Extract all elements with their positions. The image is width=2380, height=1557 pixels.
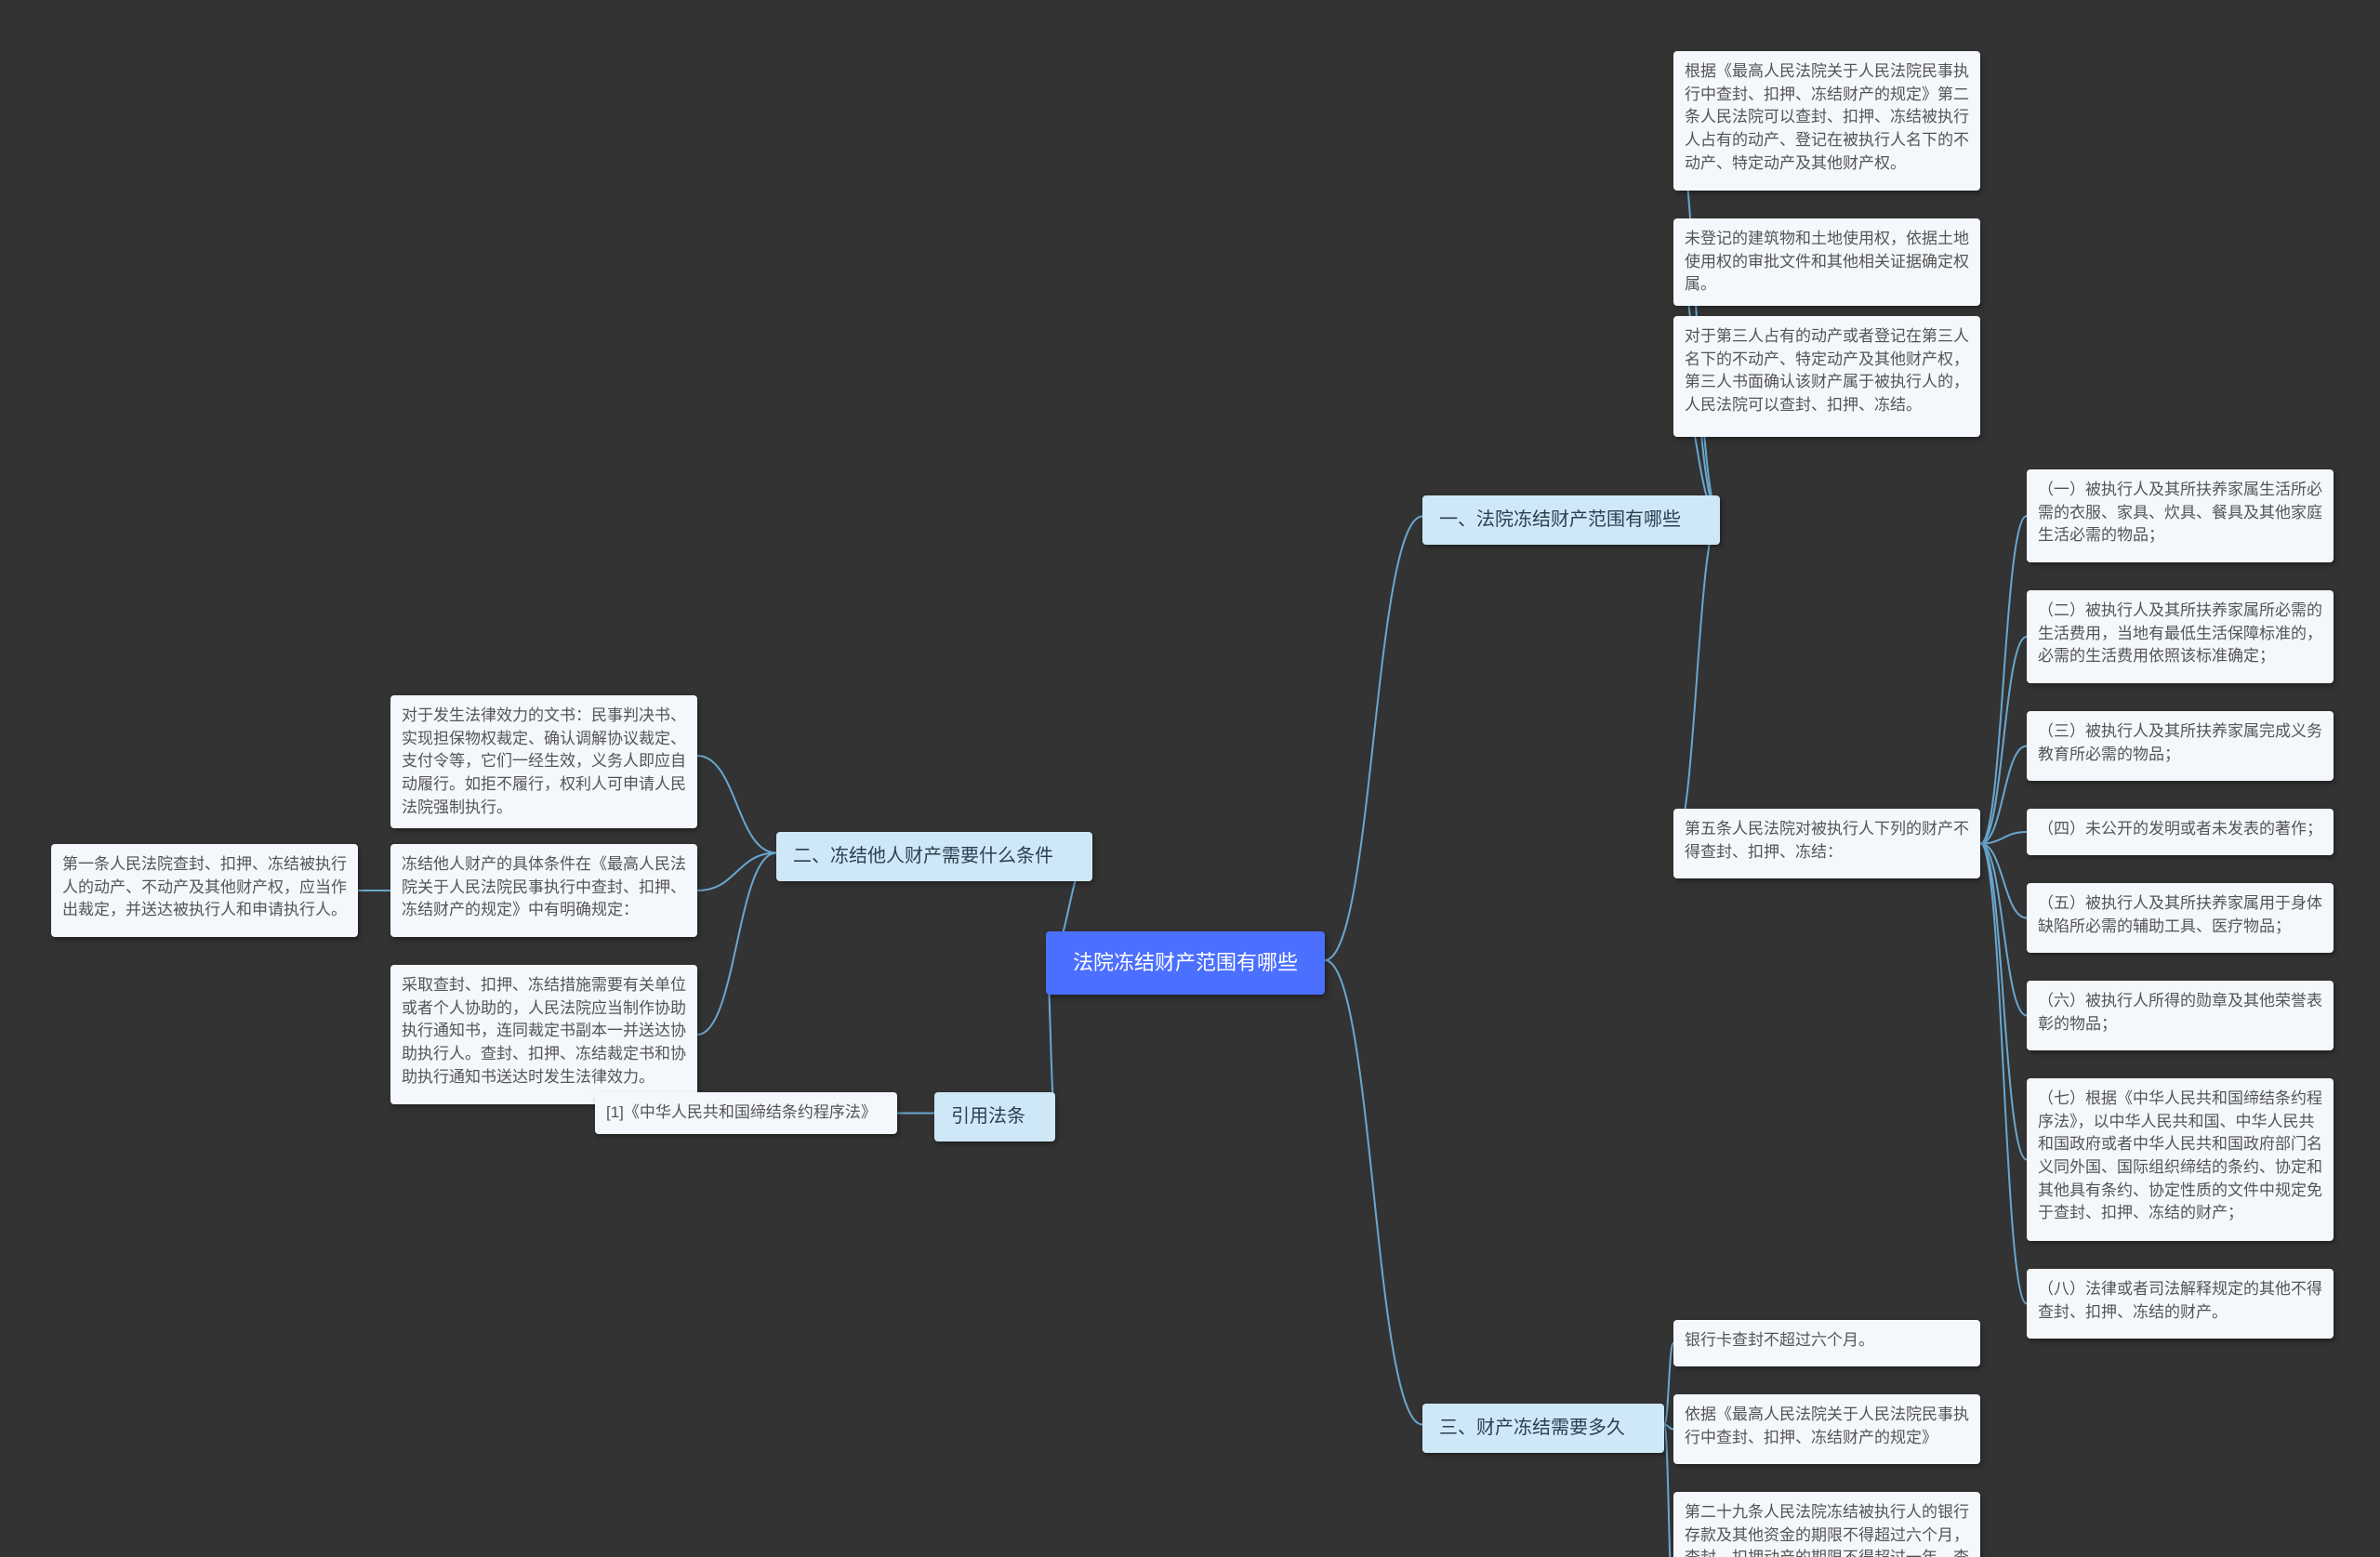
section-l2[interactable]: 二、冻结他人财产需要什么条件 xyxy=(776,832,1092,881)
root-node[interactable]: 法院冻结财产范围有哪些 xyxy=(1046,931,1325,995)
node-r1d3[interactable]: （三）被执行人及其所扶养家属完成义务教育所必需的物品； xyxy=(2027,711,2334,781)
section-l4[interactable]: 引用法条 xyxy=(934,1092,1055,1141)
node-l4a[interactable]: [1]《中华人民共和国缔结条约程序法》 xyxy=(595,1092,897,1134)
node-r1d[interactable]: 第五条人民法院对被执行人下列的财产不得查封、扣押、冻结： xyxy=(1673,809,1980,878)
node-l2c[interactable]: 采取查封、扣押、冻结措施需要有关单位或者个人协助的，人民法院应当制作协助执行通知… xyxy=(390,965,697,1104)
node-r1d5[interactable]: （五）被执行人及其所扶养家属用于身体缺陷所必需的辅助工具、医疗物品； xyxy=(2027,883,2334,953)
section-r3[interactable]: 三、财产冻结需要多久 xyxy=(1422,1404,1664,1453)
section-r1[interactable]: 一、法院冻结财产范围有哪些 xyxy=(1422,495,1720,545)
node-l2b[interactable]: 冻结他人财产的具体条件在《最高人民法院关于人民法院民事执行中查封、扣押、冻结财产… xyxy=(390,844,697,937)
node-r3a[interactable]: 银行卡查封不超过六个月。 xyxy=(1673,1320,1980,1366)
mindmap-canvas: 法院冻结财产范围有哪些 一、法院冻结财产范围有哪些 根据《最高人民法院关于人民法院民… xyxy=(0,0,2380,1557)
node-r1d8[interactable]: （八）法律或者司法解释规定的其他不得查封、扣押、冻结的财产。 xyxy=(2027,1269,2334,1339)
node-l2a[interactable]: 对于发生法律效力的文书：民事判决书、实现担保物权裁定、确认调解协议裁定、支付令等… xyxy=(390,695,697,828)
node-l2b1[interactable]: 第一条人民法院查封、扣押、冻结被执行人的动产、不动产及其他财产权，应当作出裁定，… xyxy=(51,844,358,937)
node-r1d1[interactable]: （一）被执行人及其所扶养家属生活所必需的衣服、家具、炊具、餐具及其他家庭生活必需… xyxy=(2027,469,2334,562)
node-r1d2[interactable]: （二）被执行人及其所扶养家属所必需的生活费用，当地有最低生活保障标准的，必需的生… xyxy=(2027,590,2334,683)
node-r1b[interactable]: 未登记的建筑物和土地使用权，依据土地使用权的审批文件和其他相关证据确定权属。 xyxy=(1673,218,1980,306)
node-r1d6[interactable]: （六）被执行人所得的勋章及其他荣誉表彰的物品； xyxy=(2027,981,2334,1050)
node-r1c[interactable]: 对于第三人占有的动产或者登记在第三人名下的不动产、特定动产及其他财产权，第三人书… xyxy=(1673,316,1980,437)
node-r1a[interactable]: 根据《最高人民法院关于人民法院民事执行中查封、扣押、冻结财产的规定》第二条人民法… xyxy=(1673,51,1980,191)
node-r3c[interactable]: 第二十九条人民法院冻结被执行人的银行存款及其他资金的期限不得超过六个月，查封、扣… xyxy=(1673,1492,1980,1557)
node-r3b[interactable]: 依据《最高人民法院关于人民法院民事执行中查封、扣押、冻结财产的规定》 xyxy=(1673,1394,1980,1464)
node-r1d4[interactable]: （四）未公开的发明或者未发表的著作； xyxy=(2027,809,2334,855)
node-r1d7[interactable]: （七）根据《中华人民共和国缔结条约程序法》，以中华人民共和国、中华人民共和国政府… xyxy=(2027,1078,2334,1241)
link-layer xyxy=(0,0,2380,1557)
